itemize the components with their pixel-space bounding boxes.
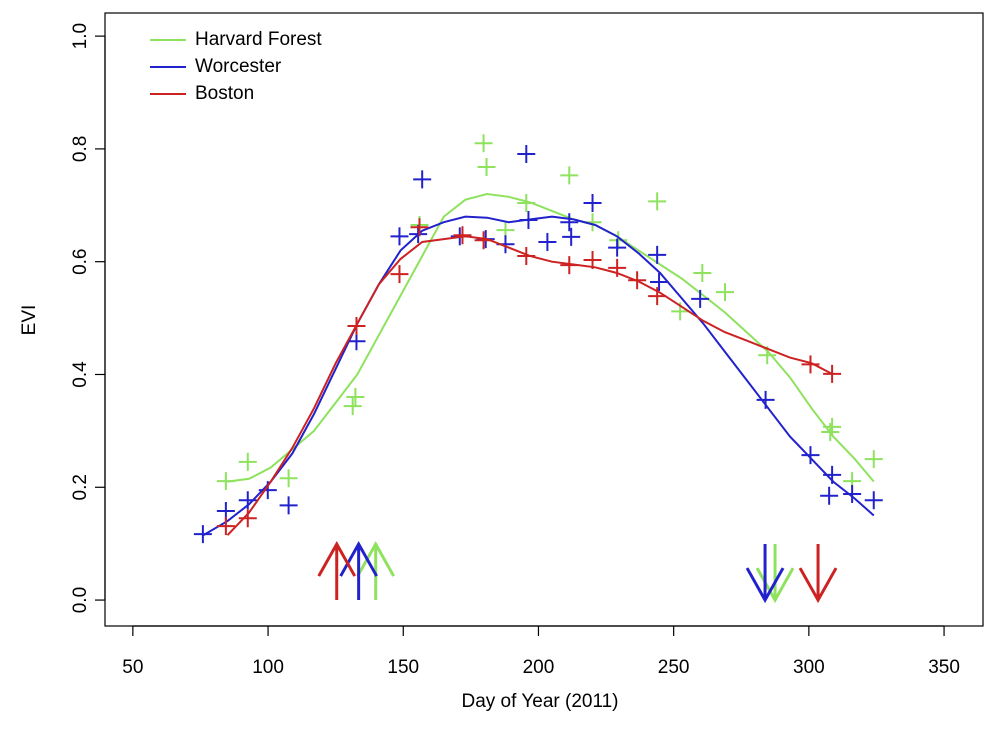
data-point xyxy=(453,226,472,245)
green-up-arrow xyxy=(317,540,357,601)
data-point xyxy=(756,390,775,409)
data-point xyxy=(216,517,235,536)
y-axis-label: EVI xyxy=(19,305,40,336)
data-point xyxy=(864,491,883,510)
data-point xyxy=(864,450,883,469)
data-point xyxy=(238,452,257,471)
data-point xyxy=(238,491,257,510)
data-point xyxy=(346,388,365,407)
x-tick-label: 250 xyxy=(658,657,690,678)
green-down-arrow xyxy=(798,544,838,604)
data-point xyxy=(413,170,432,189)
data-point xyxy=(347,332,366,351)
data-point xyxy=(347,316,366,335)
data-point xyxy=(648,192,667,211)
data-point xyxy=(823,465,842,484)
data-point xyxy=(562,227,581,246)
green-down-arrow xyxy=(745,544,785,604)
data-point xyxy=(343,397,362,416)
data-point xyxy=(691,289,710,308)
data-point xyxy=(823,364,842,383)
y-tick-label: 0.0 xyxy=(70,587,91,613)
y-tick-label: 0.4 xyxy=(70,361,91,388)
data-point xyxy=(517,247,536,266)
legend-label: Worcester xyxy=(195,56,282,77)
data-point xyxy=(560,166,579,185)
data-point xyxy=(216,501,235,520)
data-point xyxy=(477,157,496,176)
data-point xyxy=(538,232,557,251)
data-point xyxy=(390,227,409,246)
data-point xyxy=(279,469,298,488)
x-tick-label: 200 xyxy=(523,657,555,678)
fit-line xyxy=(226,235,834,536)
x-axis-label: Day of Year (2011) xyxy=(461,691,618,712)
data-point xyxy=(517,194,536,213)
data-point xyxy=(609,231,628,250)
y-tick-label: 0.6 xyxy=(70,248,91,274)
y-tick-label: 0.2 xyxy=(70,474,91,500)
data-point xyxy=(583,194,602,213)
data-point xyxy=(519,210,538,229)
data-point xyxy=(716,283,735,302)
data-point xyxy=(560,256,579,275)
data-point xyxy=(279,496,298,515)
legend-label: Boston xyxy=(195,83,254,104)
data-point xyxy=(608,238,627,257)
green-up-arrow xyxy=(339,540,378,601)
x-tick-label: 100 xyxy=(252,657,284,678)
y-tick-label: 0.8 xyxy=(70,136,91,162)
data-point xyxy=(517,144,536,163)
data-point xyxy=(193,525,212,544)
plot-frame xyxy=(104,12,984,627)
x-tick-label: 150 xyxy=(387,657,419,678)
data-point xyxy=(583,251,602,270)
data-point xyxy=(843,485,862,504)
x-tick-label: 350 xyxy=(928,657,960,678)
data-point xyxy=(390,265,409,284)
data-point xyxy=(821,423,840,442)
data-point xyxy=(693,263,712,282)
fit-line xyxy=(202,215,875,537)
data-point xyxy=(608,258,627,277)
data-point xyxy=(648,245,667,264)
legend-label: Harvard Forest xyxy=(195,29,322,50)
y-tick-label: 1.0 xyxy=(70,23,91,49)
data-point xyxy=(628,271,647,290)
data-point xyxy=(560,213,579,232)
data-point xyxy=(474,231,493,250)
data-point xyxy=(258,481,277,500)
data-point xyxy=(650,272,669,291)
data-point xyxy=(410,218,429,237)
x-tick-label: 50 xyxy=(122,657,143,678)
fit-line xyxy=(227,192,875,483)
data-point xyxy=(238,509,257,528)
data-point xyxy=(801,355,820,374)
x-tick-label: 300 xyxy=(793,657,825,678)
data-point xyxy=(820,486,839,505)
data-point xyxy=(801,446,820,465)
data-point xyxy=(648,287,667,306)
data-point xyxy=(474,134,493,153)
green-down-arrow xyxy=(755,544,795,604)
data-point xyxy=(823,417,842,436)
data-point xyxy=(216,472,235,491)
